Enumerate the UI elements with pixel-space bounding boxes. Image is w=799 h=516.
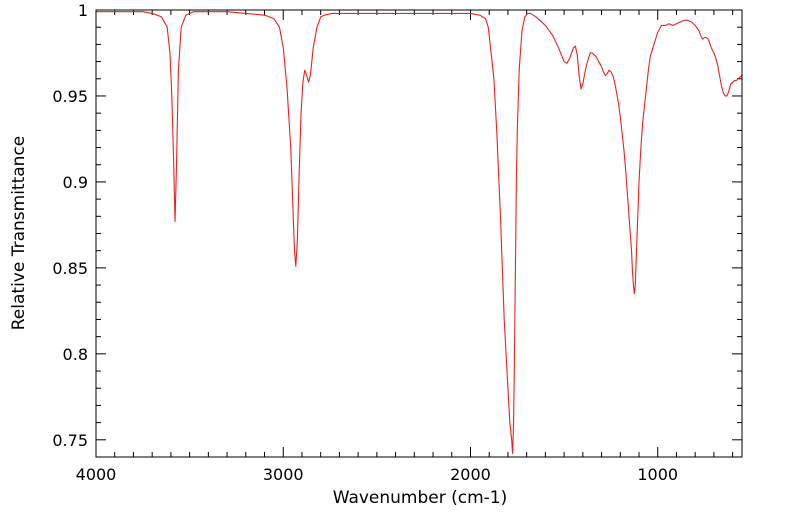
y-axis-title: Relative Transmittance [9, 136, 29, 331]
y-tick-label: 0.9 [63, 173, 88, 192]
y-tick-label: 0.75 [52, 431, 88, 450]
y-tick-labels: 1 0.95 0.9 0.85 0.8 0.75 [52, 1, 88, 450]
series-layer [96, 11, 742, 455]
x-tick-label: 2000 [450, 465, 491, 484]
y-tick-label: 0.85 [52, 259, 88, 278]
spectrum-line [96, 11, 742, 455]
y-tick-label: 0.8 [63, 345, 88, 364]
x-tick-label: 1000 [637, 465, 678, 484]
x-tick-labels: 4000 3000 2000 1000 [76, 465, 678, 484]
major-ticks [95, 9, 742, 457]
x-tick-label: 3000 [263, 465, 304, 484]
plot-border [95, 9, 743, 458]
plot-frame [95, 9, 743, 458]
y-tick-label: 1 [78, 1, 88, 20]
x-axis-title: Wavenumber (cm-1) [333, 488, 508, 508]
x-tick-label: 4000 [76, 465, 117, 484]
minor-ticks [96, 10, 742, 458]
y-tick-label: 0.95 [52, 87, 88, 106]
